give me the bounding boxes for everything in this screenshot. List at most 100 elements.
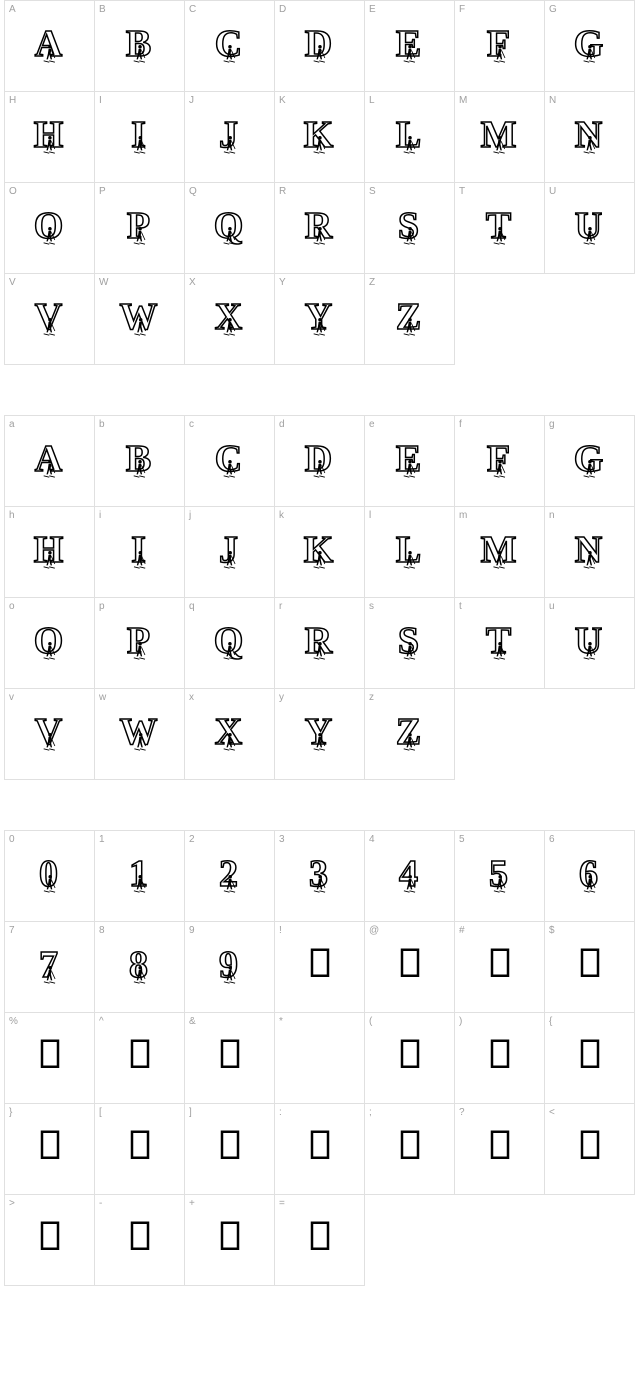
glyph-cell: uU [545,598,635,689]
cell-label: - [99,1198,102,1209]
cell-label: : [279,1107,282,1118]
charmap-section-symbols: 00112233445566778899!@#$%^&*(){}[]:;?<>-… [0,830,640,1286]
glyph-wrap: G [574,22,606,66]
skier-icon [402,44,416,64]
skier-icon [583,459,597,479]
cell-label: & [189,1016,196,1027]
glyph-cell: JJ [185,92,275,183]
glyph-cell: 11 [95,831,185,922]
glyph-wrap: A [35,437,64,481]
missing-glyph-box [130,1147,150,1164]
cell-label: 8 [99,925,105,936]
skier-icon [222,732,236,752]
cell-label: @ [369,925,379,936]
skier-icon [582,226,596,246]
skier-icon [493,44,507,64]
skier-icon [312,317,326,337]
glyph-cell: EE [365,1,455,92]
glyph-wrap: P [127,204,152,248]
skier-icon [492,226,506,246]
skier-icon [493,874,507,894]
glyph-cell: zZ [365,689,455,780]
glyph-wrap: W [120,295,160,339]
missing-glyph-box [220,1238,240,1255]
glyph-wrap: C [215,437,244,481]
glyph-wrap: Q [214,204,246,248]
glyph-wrap: O [34,619,66,663]
glyph-wrap: 1 [129,852,150,896]
cell-label: n [549,510,555,521]
glyph-cell: 44 [365,831,455,922]
glyph-cell: hH [5,507,95,598]
glyph-cell: VV [5,274,95,365]
glyph-wrap: Y [305,295,334,339]
glyph-wrap: Y [305,710,334,754]
skier-icon [223,874,237,894]
missing-glyph-box [400,965,420,982]
skier-icon [222,459,236,479]
missing-glyph-box [580,1147,600,1164]
cell-label: 4 [369,834,375,845]
skier-icon [43,874,57,894]
cell-label: 3 [279,834,285,845]
glyph-cell: : [275,1104,365,1195]
glyph-wrap: B [126,22,153,66]
cell-label: P [99,186,106,197]
glyph-cell: II [95,92,185,183]
glyph-wrap: J [219,528,240,572]
glyph-wrap: C [215,22,244,66]
skier-icon [402,550,416,570]
glyph-cell: ) [455,1013,545,1104]
cell-label: J [189,95,194,106]
glyph-wrap: S [398,619,421,663]
glyph-cell: & [185,1013,275,1104]
skier-icon [132,550,146,570]
missing-glyph-box [580,965,600,982]
cell-label: X [189,277,196,288]
cell-label: ] [189,1107,192,1118]
glyph-cell: jJ [185,507,275,598]
glyph-wrap: N [575,113,604,157]
missing-glyph-box [580,1056,600,1073]
missing-glyph-box [490,1147,510,1164]
glyph-cell: yY [275,689,365,780]
cell-label: f [459,419,462,430]
glyph-wrap: M [481,528,519,572]
glyph-wrap: Z [396,295,423,339]
glyph-cell: tT [455,598,545,689]
cell-label: R [279,186,286,197]
skier-icon [133,732,147,752]
skier-icon [492,641,506,661]
glyph-cell: wW [95,689,185,780]
cell-label: Q [189,186,197,197]
cell-label: Y [279,277,286,288]
cell-label: H [9,95,16,106]
glyph-wrap [580,948,600,983]
glyph-cell: OO [5,183,95,274]
skier-icon [132,135,146,155]
skier-icon [402,135,416,155]
missing-glyph-box [40,1056,60,1073]
glyph-wrap: D [305,22,334,66]
charmap-grid: AABBCCDDEEFFGGHHIIJJKKLLMMNNOOPPQQRRSSTT… [4,0,635,365]
glyph-wrap: K [304,113,336,157]
glyph-cell: GG [545,1,635,92]
glyph-wrap: E [396,22,423,66]
glyph-wrap: Q [214,619,246,663]
missing-glyph-box [310,965,330,982]
glyph-wrap [580,1130,600,1165]
glyph-wrap: 4 [399,852,420,896]
skier-icon [133,226,147,246]
skier-icon [402,732,416,752]
glyph-wrap: M [481,113,519,157]
cell-label: d [279,419,285,430]
skier-icon [402,317,416,337]
cell-label: D [279,4,286,15]
glyph-wrap: U [575,619,604,663]
cell-label: F [459,4,465,15]
glyph-wrap: 6 [579,852,600,896]
skier-icon [223,226,237,246]
glyph-wrap: H [34,113,66,157]
skier-icon [222,317,236,337]
glyph-cell: xX [185,689,275,780]
